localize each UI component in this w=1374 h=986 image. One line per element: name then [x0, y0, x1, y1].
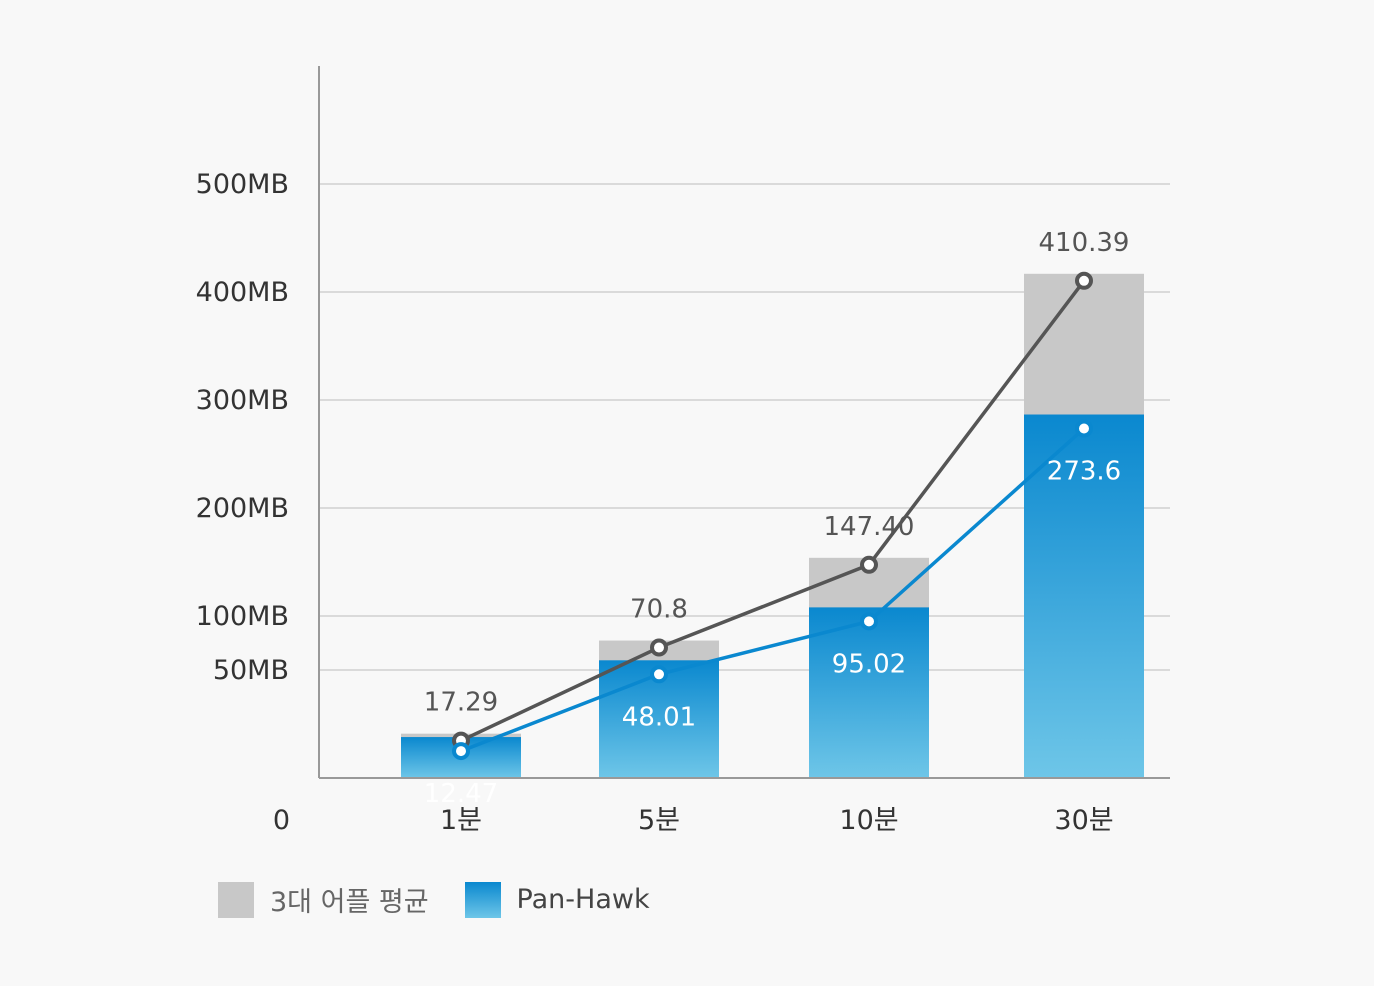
data-label-pan-hawk: 95.02: [832, 649, 906, 679]
x-tick-label: 1분: [440, 805, 482, 836]
x-tick-label: 10분: [839, 805, 898, 836]
y-tick-label: 200MB: [196, 493, 289, 524]
y-tick-label: 50MB: [213, 655, 289, 686]
series-pan-hawk-line: [460, 427, 1086, 753]
y-tick-label: 100MB: [196, 601, 289, 632]
y-tick-label: 300MB: [196, 385, 289, 416]
bar-pan-hawk: [809, 607, 929, 778]
data-label-pan-hawk: 12.47: [424, 779, 498, 809]
legend-item-average: 3대 어플 평균: [218, 880, 429, 919]
series-pan-hawk-point: [452, 742, 470, 761]
y-tick-label: 500MB: [196, 169, 289, 200]
y-tick-label: 0: [273, 805, 290, 836]
data-label-average: 147.40: [824, 512, 915, 542]
legend-item-pan-hawk: Pan-Hawk: [464, 881, 650, 918]
series-pan-hawk-point: [860, 612, 878, 631]
x-tick-label: 5분: [638, 805, 680, 836]
legend-label-average: 3대 어플 평균: [270, 887, 429, 918]
legend-swatch-average: [218, 881, 254, 918]
legend: 3대 어플 평균 Pan-Hawk: [218, 880, 686, 919]
series-pan-hawk-point: [1075, 419, 1093, 438]
legend-swatch-pan-hawk: [464, 881, 501, 918]
data-labels: 17.29 70.8 147.40 410.39 12.47 48.01 95.02 273.…: [424, 228, 1130, 809]
bar-pan-hawk: [1024, 414, 1144, 778]
series-average-point: [650, 638, 668, 657]
data-label-average: 410.39: [1039, 228, 1130, 258]
axes: 0 50MB 100MB 200MB 300MB 400MB 500MB 1분 5분 10분 30분: [196, 66, 1170, 836]
data-label-pan-hawk: 273.6: [1047, 457, 1121, 487]
series-lines: [452, 271, 1093, 761]
series-pan-hawk-point: [650, 665, 668, 684]
legend-label-pan-hawk: Pan-Hawk: [516, 884, 650, 915]
series-average-point: [1075, 271, 1093, 290]
x-tick-label: 30분: [1054, 805, 1113, 836]
data-label-average: 70.8: [630, 595, 688, 625]
series-average-point: [860, 555, 878, 574]
series-average-line: [460, 279, 1086, 743]
data-label-pan-hawk: 48.01: [622, 702, 696, 732]
data-label-average: 17.29: [424, 688, 498, 718]
y-tick-label: 400MB: [196, 277, 289, 308]
